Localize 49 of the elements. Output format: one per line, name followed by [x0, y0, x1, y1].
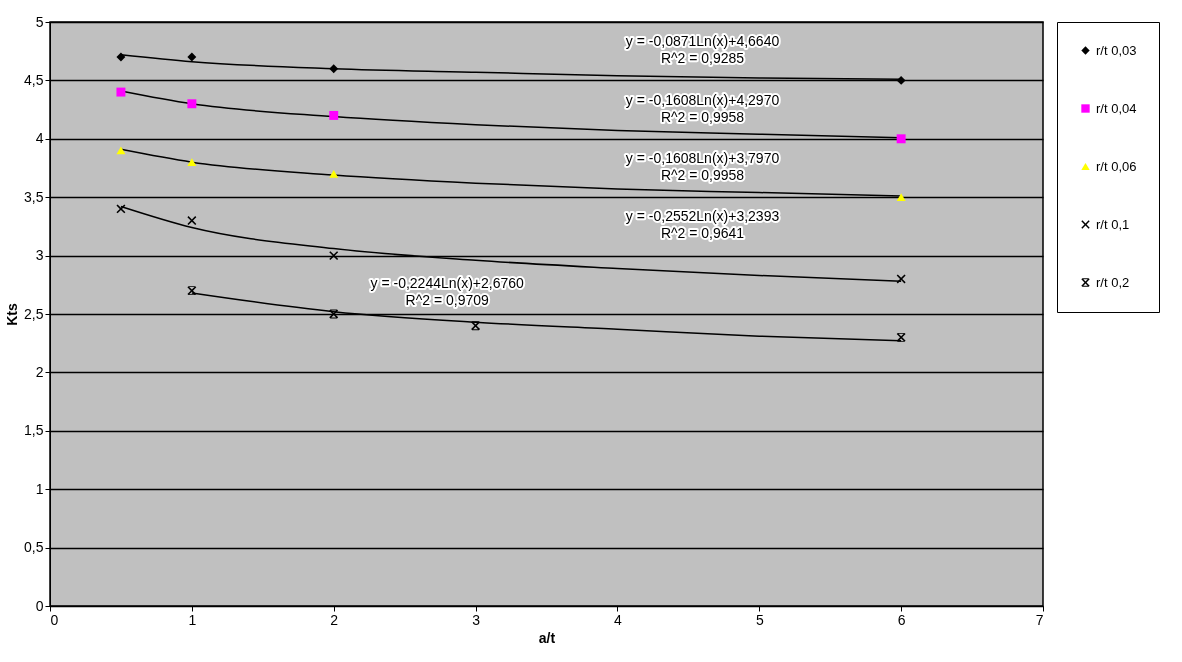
legend-label: r/t 0,1	[1096, 216, 1130, 232]
point	[116, 204, 126, 214]
y-tick-label: 1,5	[24, 422, 44, 439]
annotation: y = -0,1608Ln(x)+4,2970 R^2 = 0,9958	[625, 91, 780, 125]
x-tick-label: 3	[472, 611, 481, 628]
x-tick-label: 0	[50, 611, 59, 628]
x-tick-label: 2	[330, 611, 339, 628]
annotation: y = -0,0871Ln(x)+4,6640 R^2 = 0,9285	[625, 33, 780, 67]
x-tick-label: 6	[897, 611, 906, 628]
x-tick-label: 4	[614, 611, 623, 628]
y-tick-label: 3,5	[24, 188, 44, 205]
y-tick-label: 5	[35, 13, 44, 30]
y-tick-label: 2,5	[24, 305, 44, 322]
point	[187, 52, 197, 62]
x-tick-label: 1	[188, 611, 197, 628]
point	[329, 251, 339, 261]
y-axis-title: Kts	[4, 303, 21, 326]
y-tick-label: 3	[35, 247, 44, 264]
annotation: y = -0,2244Ln(x)+2,6760 R^2 = 0,9709	[370, 274, 525, 308]
legend-label: r/t 0,03	[1096, 42, 1137, 58]
point	[896, 75, 906, 85]
y-tick-label: 4	[35, 130, 44, 147]
x-axis-title: a/t	[538, 629, 556, 646]
point	[896, 274, 906, 284]
point	[896, 193, 906, 202]
annotation: y = -0,1608Ln(x)+3,7970 R^2 = 0,9958	[625, 150, 780, 183]
y-tick-label: 4,5	[24, 71, 44, 88]
point	[116, 87, 126, 97]
point	[896, 332, 906, 342]
y-tick-label: 0,5	[24, 539, 44, 556]
point	[329, 169, 339, 178]
point	[116, 52, 126, 62]
legend-label: r/t 0,04	[1096, 100, 1137, 116]
point	[187, 158, 197, 167]
point	[896, 134, 906, 144]
point	[187, 216, 197, 226]
y-tick-label: 1	[35, 480, 44, 497]
point	[187, 286, 197, 296]
annotation: y = -0,2552Ln(x)+3,2393 R^2 = 0,9641	[625, 208, 780, 242]
y-tick-label: 0	[35, 597, 44, 614]
point	[187, 99, 197, 109]
point	[329, 110, 339, 120]
point	[471, 321, 481, 331]
legend-label: r/t 0,06	[1096, 158, 1137, 174]
x-tick-label: 5	[755, 611, 764, 628]
legend-label: r/t 0,2	[1096, 274, 1130, 290]
point	[329, 64, 339, 74]
y-tick-label: 2	[35, 363, 44, 380]
x-tick-label: 7	[1035, 611, 1044, 628]
